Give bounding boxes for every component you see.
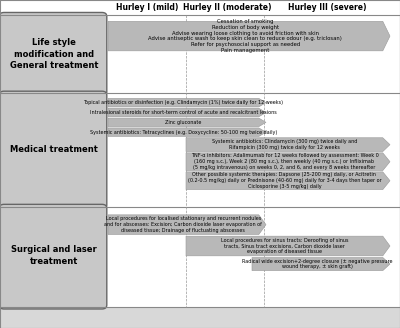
Bar <box>108 15 390 93</box>
Polygon shape <box>252 257 390 271</box>
Text: Intralesional steroids for short-term control of acute and recalcitrant lesions: Intralesional steroids for short-term co… <box>90 110 277 115</box>
Polygon shape <box>108 108 266 117</box>
Text: Local procedures for localised stationary and recurrent nodules
and for abscesse: Local procedures for localised stationar… <box>104 216 262 233</box>
Bar <box>0 307 400 328</box>
FancyBboxPatch shape <box>0 91 107 209</box>
Polygon shape <box>108 128 266 136</box>
Text: Hurley I (mild): Hurley I (mild) <box>116 3 178 12</box>
Bar <box>108 207 390 307</box>
Polygon shape <box>186 172 390 190</box>
Text: Systemic antibiotics: Tetracyclines (e.g. Doxycycline: 50-100 mg twice daily): Systemic antibiotics: Tetracyclines (e.g… <box>90 130 277 135</box>
Text: Hurley II (moderate): Hurley II (moderate) <box>183 3 271 12</box>
Bar <box>108 93 390 207</box>
Text: Hurley III (severe): Hurley III (severe) <box>288 3 366 12</box>
Polygon shape <box>108 21 390 51</box>
Polygon shape <box>186 153 390 171</box>
FancyBboxPatch shape <box>0 12 107 96</box>
Polygon shape <box>186 236 390 256</box>
Text: Life style
modification and
General treatment: Life style modification and General trea… <box>10 38 98 71</box>
Text: Other possible systemic therapies: Dapsone (25-200 mg) daily, or Acitretin
(0.2-: Other possible systemic therapies: Dapso… <box>188 173 381 189</box>
Polygon shape <box>108 215 266 235</box>
Text: Systemic antibiotics: Clindamycin (300 mg) twice daily and
Rifampicin (300 mg) t: Systemic antibiotics: Clindamycin (300 m… <box>212 139 357 150</box>
FancyBboxPatch shape <box>0 204 107 309</box>
Text: Medical treatment: Medical treatment <box>10 145 98 154</box>
Text: Surgical and laser
treatment: Surgical and laser treatment <box>11 245 97 266</box>
Text: Radical wide excision+2-degree closure (± negative pressure
wound therapy, ± ski: Radical wide excision+2-degree closure (… <box>242 259 393 269</box>
Bar <box>0 0 400 15</box>
Text: Zinc gluconate: Zinc gluconate <box>165 120 202 125</box>
Text: TNF-α inhibitors: Adalimumab for 12 weeks followed by assessment: Week 0
(160 mg: TNF-α inhibitors: Adalimumab for 12 week… <box>190 154 378 170</box>
Polygon shape <box>108 118 266 127</box>
Polygon shape <box>186 138 390 152</box>
Text: Cessation of smoking
Reduction of body weight
Advise wearing loose clothing to a: Cessation of smoking Reduction of body w… <box>148 19 342 53</box>
Polygon shape <box>108 98 266 107</box>
Text: Local procedures for sinus tracts: Deroofing of sinus
tracts, Sinus tract excisi: Local procedures for sinus tracts: Deroo… <box>221 238 348 254</box>
Text: Topical antibiotics or disinfection (e.g. Clindamycin (1%) twice daily for 12 we: Topical antibiotics or disinfection (e.g… <box>84 100 283 105</box>
